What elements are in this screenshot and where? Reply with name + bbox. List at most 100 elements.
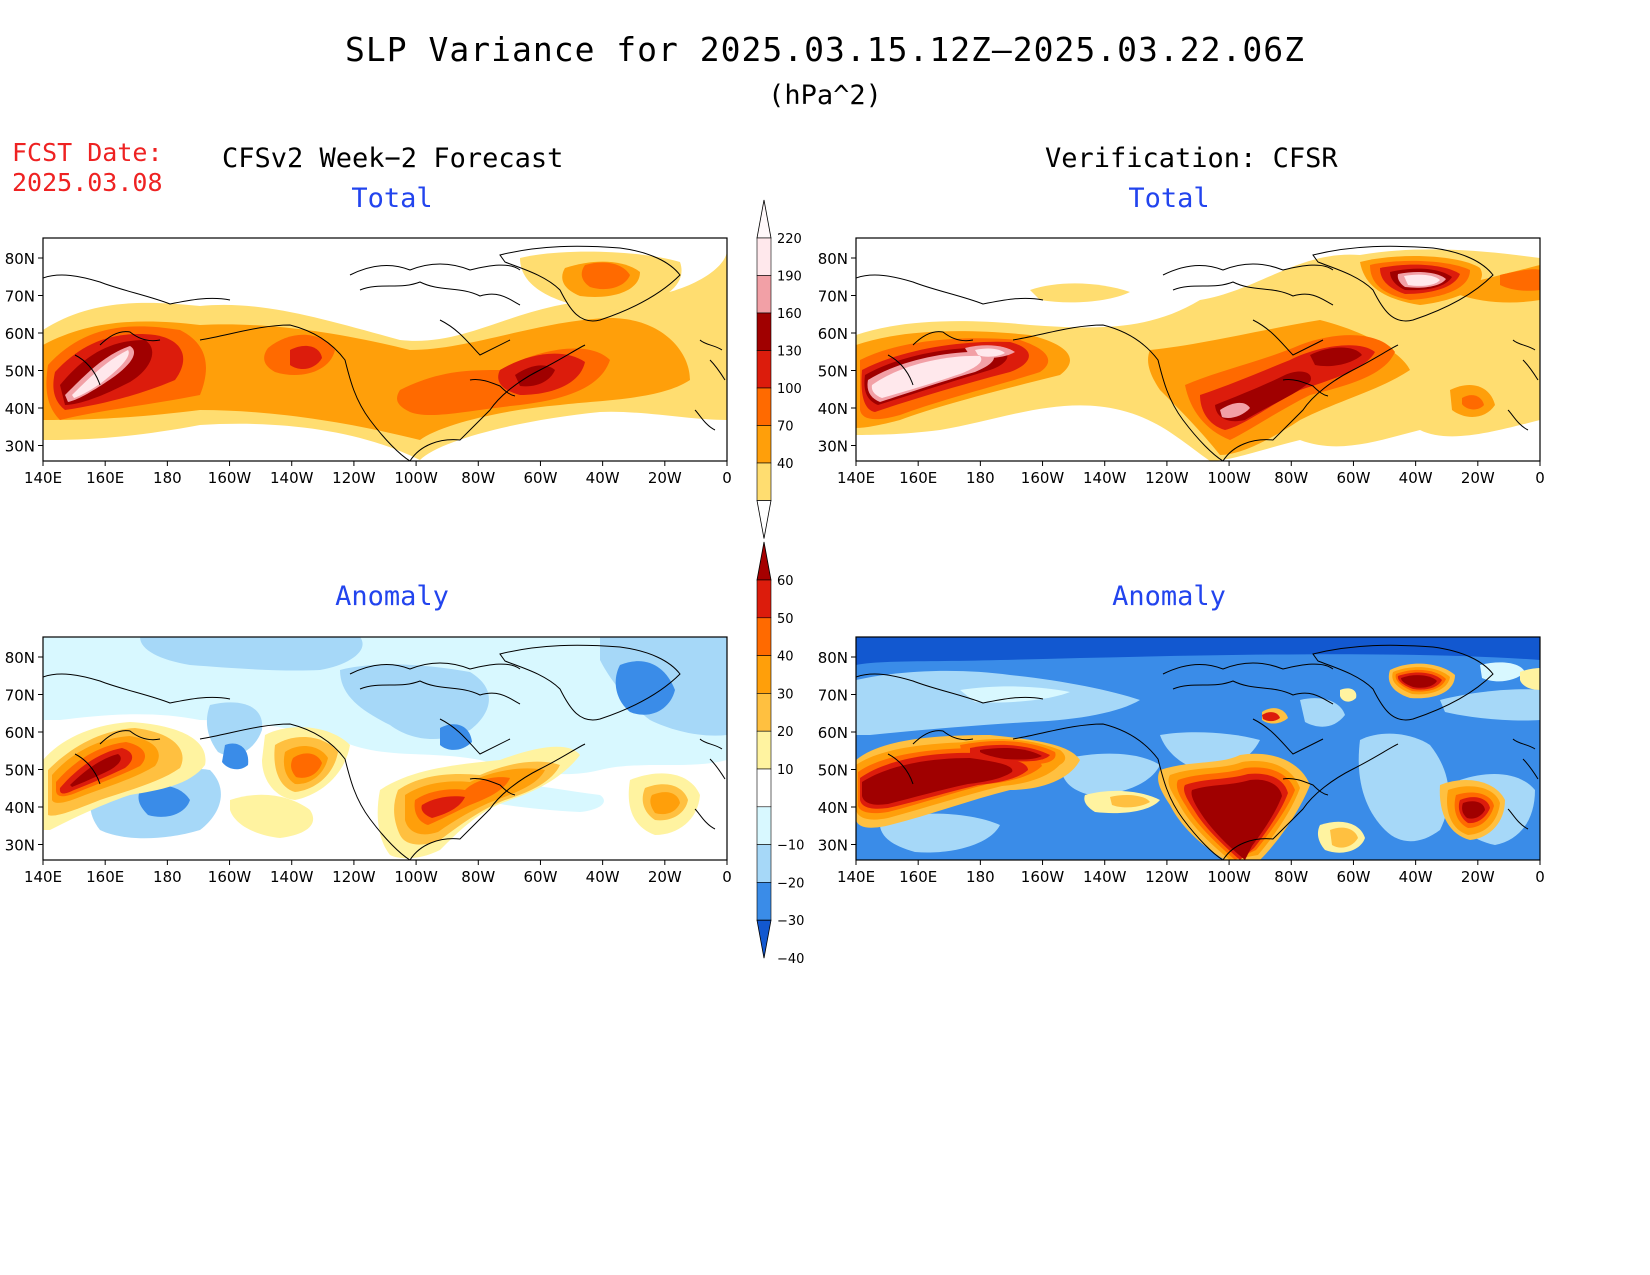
colorbar-total-swatch: [756, 275, 772, 314]
lon-tick-label: 120W: [332, 469, 376, 487]
lon-tick-label: 180: [966, 469, 995, 487]
coastlines-forecast-total: [43, 245, 726, 461]
colorbar-anomaly-swatch: [756, 806, 772, 845]
colorbar-total-swatch: [756, 387, 772, 426]
colorbar-total-swatch: [756, 350, 772, 389]
lon-tick-label: 40W: [1399, 868, 1433, 886]
shading-verification-total: [856, 249, 1540, 461]
lon-tick-label: 180: [153, 868, 182, 886]
forecast-column-title: CFSv2 Week−2 Forecast: [222, 143, 564, 174]
lon-tick-label: 20W: [648, 868, 682, 886]
lat-tick-label: 50N: [818, 363, 848, 381]
colorbar-total: 220 190 160 130 100 70 40: [756, 199, 802, 539]
coastlines-forecast-anomaly: [43, 644, 726, 860]
lat-tick-label: 70N: [818, 687, 848, 705]
lon-tick-label: 60W: [523, 469, 557, 487]
lon-tick-label: 160E: [899, 868, 937, 886]
colorbar-anomaly-label: 30: [777, 687, 794, 702]
lon-tick-label: 120W: [1145, 868, 1189, 886]
colorbar-total-label: 100: [777, 382, 802, 397]
colorbar-total-swatch: [756, 425, 772, 464]
lat-tick-label: 80N: [5, 250, 35, 268]
colorbar-total-label: 160: [777, 307, 802, 322]
lon-tick-label: 100W: [394, 469, 438, 487]
lon-tick-label: 60W: [1336, 469, 1370, 487]
colorbar-anomaly-swatch: [756, 693, 772, 732]
lon-tick-label: 160E: [899, 469, 937, 487]
lon-tick-label: 140W: [270, 868, 314, 886]
lon-tick-label: 60W: [1336, 868, 1370, 886]
shading-forecast-total: [43, 250, 727, 460]
colorbar-anomaly-label: 20: [777, 725, 794, 740]
map-forecast-anomaly: [43, 637, 727, 860]
frame-forecast-total: [42, 237, 728, 462]
lon-tick-label: 140E: [24, 868, 62, 886]
lon-tick-label: 160E: [86, 469, 124, 487]
lon-tick-label: 180: [966, 868, 995, 886]
frame-verification-total: [855, 237, 1541, 462]
lat-tick-label: 50N: [5, 762, 35, 780]
lon-tick-label: 80W: [461, 469, 495, 487]
colorbar-anomaly-max-cap: [756, 541, 772, 581]
colorbar-total-swatch: [756, 237, 772, 276]
colorbar-anomaly-label: 50: [777, 612, 794, 627]
map-axes: 80N 70N 60N 50N 40N 30N 140E 160E 180 160W 140W 120…: [5, 250, 1545, 886]
lon-tick-label: 120W: [332, 868, 376, 886]
lon-tick-label: 100W: [1207, 469, 1251, 487]
lon-tick-label: 20W: [1461, 868, 1495, 886]
lon-tick-label: 60W: [523, 868, 557, 886]
lon-tick-label: 20W: [648, 469, 682, 487]
main-title: SLP Variance for 2025.03.15.12Z–2025.03.…: [345, 30, 1305, 69]
lon-tick-label: 80W: [461, 868, 495, 886]
colorbar-anomaly-label: −20: [777, 876, 804, 891]
lat-tick-label: 80N: [818, 250, 848, 268]
fcst-date: FCST Date: 2025.03.08: [12, 138, 163, 198]
lon-tick-label: 160W: [208, 868, 252, 886]
lon-tick-label: 160W: [1021, 469, 1065, 487]
lon-tick-label: 100W: [1207, 868, 1251, 886]
panel-title-forecast-anomaly: Anomaly: [335, 581, 449, 612]
lat-tick-label: 60N: [5, 325, 35, 343]
colorbar-total-max-cap: [756, 199, 772, 239]
lat-tick-label: 60N: [818, 325, 848, 343]
map-forecast-total: [43, 238, 727, 461]
colorbar-total-swatch: [756, 312, 772, 351]
colorbar-anomaly-swatch: [756, 844, 772, 883]
lon-tick-label: 160W: [1021, 868, 1065, 886]
frame-forecast-anomaly: [42, 636, 728, 861]
colorbar-anomaly-swatch: [756, 882, 772, 921]
lon-tick-label: 140E: [24, 469, 62, 487]
frame-verification-anomaly: [855, 636, 1541, 861]
lat-tick-label: 40N: [818, 400, 848, 418]
lat-tick-label: 60N: [5, 724, 35, 742]
map-verification-total: [856, 238, 1540, 461]
lon-tick-label: 80W: [1274, 868, 1308, 886]
fcst-date-value: 2025.03.08: [12, 168, 163, 197]
colorbar-total-swatch: [756, 462, 772, 501]
panel-title-verification-anomaly: Anomaly: [1112, 581, 1226, 612]
colorbar-anomaly-label: 40: [777, 650, 794, 665]
lon-tick-label: 80W: [1274, 469, 1308, 487]
lon-tick-label: 140E: [837, 868, 875, 886]
lon-tick-label: 40W: [586, 868, 620, 886]
lat-tick-label: 40N: [818, 799, 848, 817]
colorbar-anomaly-swatch: [756, 768, 772, 808]
colorbar-total-label: 220: [777, 232, 802, 247]
panel-title-verification-total: Total: [1128, 183, 1210, 214]
lat-tick-label: 60N: [818, 724, 848, 742]
colorbar-total-label: 70: [777, 420, 794, 435]
colorbar-total-min-cap: [756, 500, 772, 539]
units-label: (hPa^2): [768, 80, 882, 111]
lat-tick-label: 30N: [5, 438, 35, 456]
lon-tick-label: 0: [1535, 469, 1545, 487]
colorbar-anomaly-swatch: [756, 617, 772, 656]
lon-tick-label: 100W: [394, 868, 438, 886]
lat-tick-label: 70N: [5, 288, 35, 306]
lon-tick-label: 180: [153, 469, 182, 487]
lat-tick-label: 30N: [818, 438, 848, 456]
colorbar-anomaly-label: −10: [777, 839, 804, 854]
lat-tick-label: 80N: [818, 649, 848, 667]
colorbar-anomaly-label: 60: [777, 574, 794, 589]
colorbar-anomaly-label: −40: [777, 952, 804, 967]
